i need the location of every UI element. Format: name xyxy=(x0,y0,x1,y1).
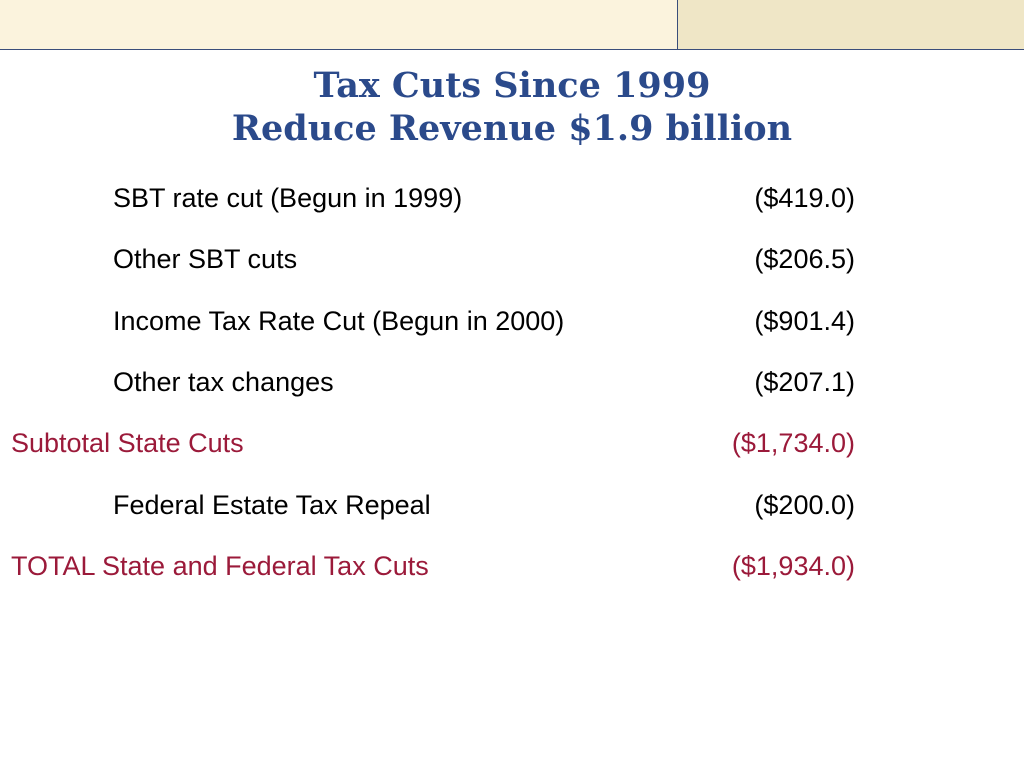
row-label: TOTAL State and Federal Tax Cuts xyxy=(11,551,429,581)
row-value: ($1,934.0) xyxy=(731,551,855,581)
header-band-right xyxy=(678,0,1024,49)
row-sbt-rate-cut: SBT rate cut (Begun in 1999) ($419.0) xyxy=(0,178,1024,218)
row-label: Federal Estate Tax Repeal xyxy=(113,490,431,520)
row-total-tax-cuts: TOTAL State and Federal Tax Cuts ($1,934… xyxy=(0,546,1024,586)
row-other-tax-changes: Other tax changes ($207.1) xyxy=(0,362,1024,402)
row-subtotal-state-cuts: Subtotal State Cuts ($1,734.0) xyxy=(0,423,1024,463)
row-value: ($1,734.0) xyxy=(731,428,855,458)
row-income-tax-rate-cut: Income Tax Rate Cut (Begun in 2000) ($90… xyxy=(0,301,1024,341)
row-label: Other tax changes xyxy=(113,367,334,397)
row-value: ($419.0) xyxy=(754,183,855,213)
header-band xyxy=(0,0,1024,50)
row-other-sbt-cuts: Other SBT cuts ($206.5) xyxy=(0,239,1024,279)
header-band-left xyxy=(0,0,677,49)
row-label: Other SBT cuts xyxy=(113,244,298,274)
row-label: Income Tax Rate Cut (Begun in 2000) xyxy=(113,306,565,336)
header-band-divider xyxy=(677,0,678,49)
row-value: ($206.5) xyxy=(754,244,855,274)
row-label: SBT rate cut (Begun in 1999) xyxy=(113,183,463,213)
row-value: ($200.0) xyxy=(754,490,855,520)
title-line-1: Tax Cuts Since 1999 xyxy=(313,65,711,106)
slide-title: Tax Cuts Since 1999 Reduce Revenue $1.9 … xyxy=(0,64,1024,150)
row-federal-estate-tax-repeal: Federal Estate Tax Repeal ($200.0) xyxy=(0,485,1024,525)
row-value: ($207.1) xyxy=(754,367,855,397)
row-value: ($901.4) xyxy=(754,306,855,336)
title-line-2: Reduce Revenue $1.9 billion xyxy=(231,108,793,149)
row-label: Subtotal State Cuts xyxy=(11,428,244,458)
